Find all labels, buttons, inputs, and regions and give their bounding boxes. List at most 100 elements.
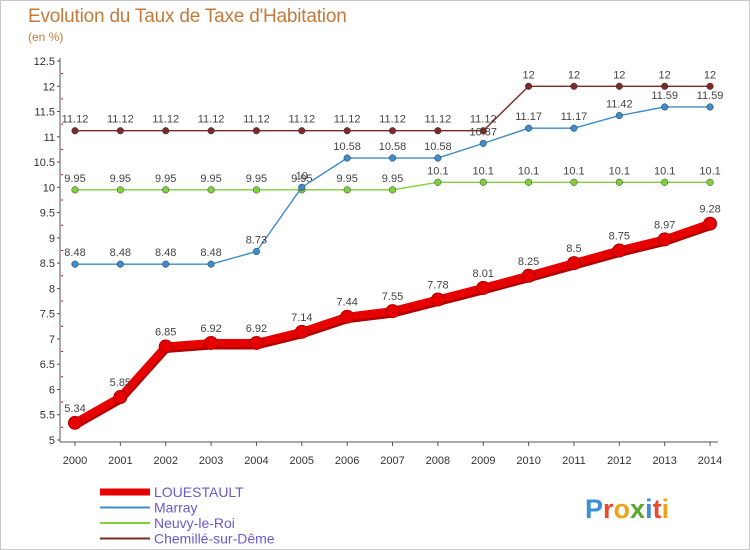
data-point [570,178,578,186]
data-point [116,260,124,268]
x-tick-label: 2010 [516,455,540,467]
data-point [298,127,306,135]
data-point [570,82,578,90]
data-point [207,186,215,194]
x-tick-label: 2012 [607,455,631,467]
data-label: 8.48 [200,247,221,259]
y-tick-label: 7.5 [40,309,55,321]
data-point [479,178,487,186]
data-label: 8.25 [518,256,539,268]
data-label: 10.1 [473,165,494,177]
data-point [252,247,260,256]
svg-text:Proxiti: Proxiti [585,494,669,524]
logo-letter: r [603,494,614,524]
data-point [706,82,714,90]
data-point [661,178,669,186]
data-point [661,103,669,111]
y-tick-label: 9 [49,233,55,245]
data-point [71,127,79,135]
data-point [116,127,124,135]
data-point [249,335,264,350]
y-tick-label: 6.5 [40,359,55,371]
data-point [162,127,170,135]
y-tick-label: 8 [49,283,55,295]
data-point [71,260,79,268]
data-point [615,178,623,186]
legend-label: LOUESTAULT [154,484,244,500]
data-label: 8.97 [654,219,675,231]
data-label: 10.58 [379,141,407,153]
data-label: 10.58 [424,141,452,153]
data-point [343,154,351,162]
data-point [706,178,714,186]
data-point [388,186,397,194]
data-label: 5.34 [64,403,85,415]
data-point [434,154,442,162]
data-label: 8.01 [473,268,494,280]
logo-letter: o [614,494,631,524]
data-label: 9.95 [336,173,357,185]
data-point [479,139,487,147]
data-label: 10.1 [563,165,584,177]
data-label: 8.48 [155,247,176,259]
data-label: 9.95 [110,173,131,185]
data-point [158,339,173,354]
data-point [71,186,79,194]
data-point [434,127,442,135]
x-tick-label: 2004 [244,455,268,467]
data-label: 9.28 [699,204,720,216]
y-tick-label: 6 [49,384,55,396]
data-point [615,112,623,120]
data-point [525,82,533,90]
data-label: 8.48 [110,247,131,259]
logo-letter: i [662,494,670,524]
data-point [343,186,351,194]
y-tick-label: 7 [49,334,55,346]
data-label: 10.1 [518,165,539,177]
chart-title: Evolution du Taux de Taxe d'Habitation [28,6,347,27]
data-label: 10.58 [333,141,361,153]
x-tick-label: 2009 [471,455,495,467]
data-label: 11.12 [425,114,452,126]
data-label: 11.17 [561,111,588,123]
data-point [525,124,533,132]
data-label: 11.12 [470,114,497,126]
data-label: 9.95 [155,173,176,185]
data-point [706,103,714,111]
data-point [207,260,215,268]
logo-letter: t [653,494,662,524]
legend-label: Marray [154,500,198,516]
y-tick-label: 12 [43,81,55,93]
data-label: 10 [296,170,308,182]
data-point [340,309,355,324]
data-point [113,390,128,405]
x-tick-label: 2005 [290,455,314,467]
data-label: 9.95 [382,173,403,185]
data-label: 11.59 [697,90,724,102]
x-tick-label: 2006 [335,455,359,467]
data-label: 10.1 [427,165,448,177]
legend-label: Chemillé-sur-Dême [154,531,275,547]
data-label: 11.12 [243,114,270,126]
y-tick-label: 9.5 [40,208,55,220]
data-label: 8.75 [609,231,630,243]
data-label: 7.44 [336,297,357,309]
y-tick-label: 10.5 [34,157,55,169]
data-label: 11.12 [288,114,315,126]
data-label: 6.92 [246,323,267,335]
data-label: 10.1 [699,165,720,177]
logo-letter: i [645,494,653,524]
data-label: 9.95 [200,173,221,185]
legend-label: Neuvy-le-Roi [154,515,235,531]
data-label: 8.48 [64,247,85,259]
data-point [385,304,400,319]
data-label: 11.12 [379,114,406,126]
data-label: 8.73 [246,235,267,247]
data-point [657,232,672,247]
data-point [162,186,170,194]
y-tick-label: 5.5 [40,410,55,422]
data-point [612,243,627,258]
data-label: 11.12 [198,114,225,126]
data-label: 8.5 [566,243,581,255]
